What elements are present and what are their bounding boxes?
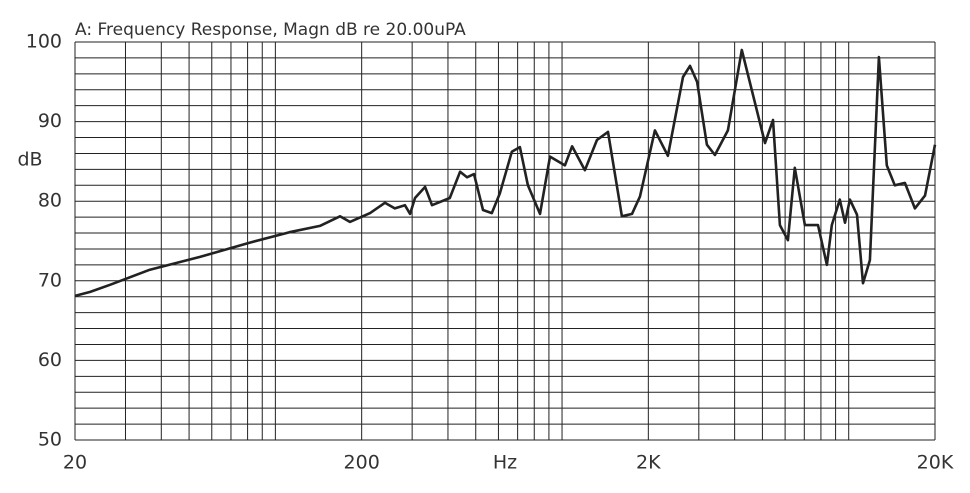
- x-tick-label: 20K: [917, 452, 954, 474]
- x-tick-label: 2K: [636, 452, 661, 474]
- y-tick-label: 50: [38, 429, 62, 451]
- y-tick-label: 60: [38, 349, 62, 371]
- x-axis-label: Hz: [493, 452, 517, 474]
- chart-title: A: Frequency Response, Magn dB re 20.00u…: [75, 20, 466, 40]
- x-tick-label: 200: [344, 452, 380, 474]
- response-line: [74, 48, 937, 298]
- y-tick-label: 80: [38, 190, 62, 212]
- y-tick-label: 70: [38, 269, 62, 291]
- x-tick-label: 20: [63, 452, 87, 474]
- y-axis-label: dB: [17, 149, 42, 171]
- y-tick-label: 100: [26, 31, 62, 53]
- y-tick-label: 90: [38, 110, 62, 132]
